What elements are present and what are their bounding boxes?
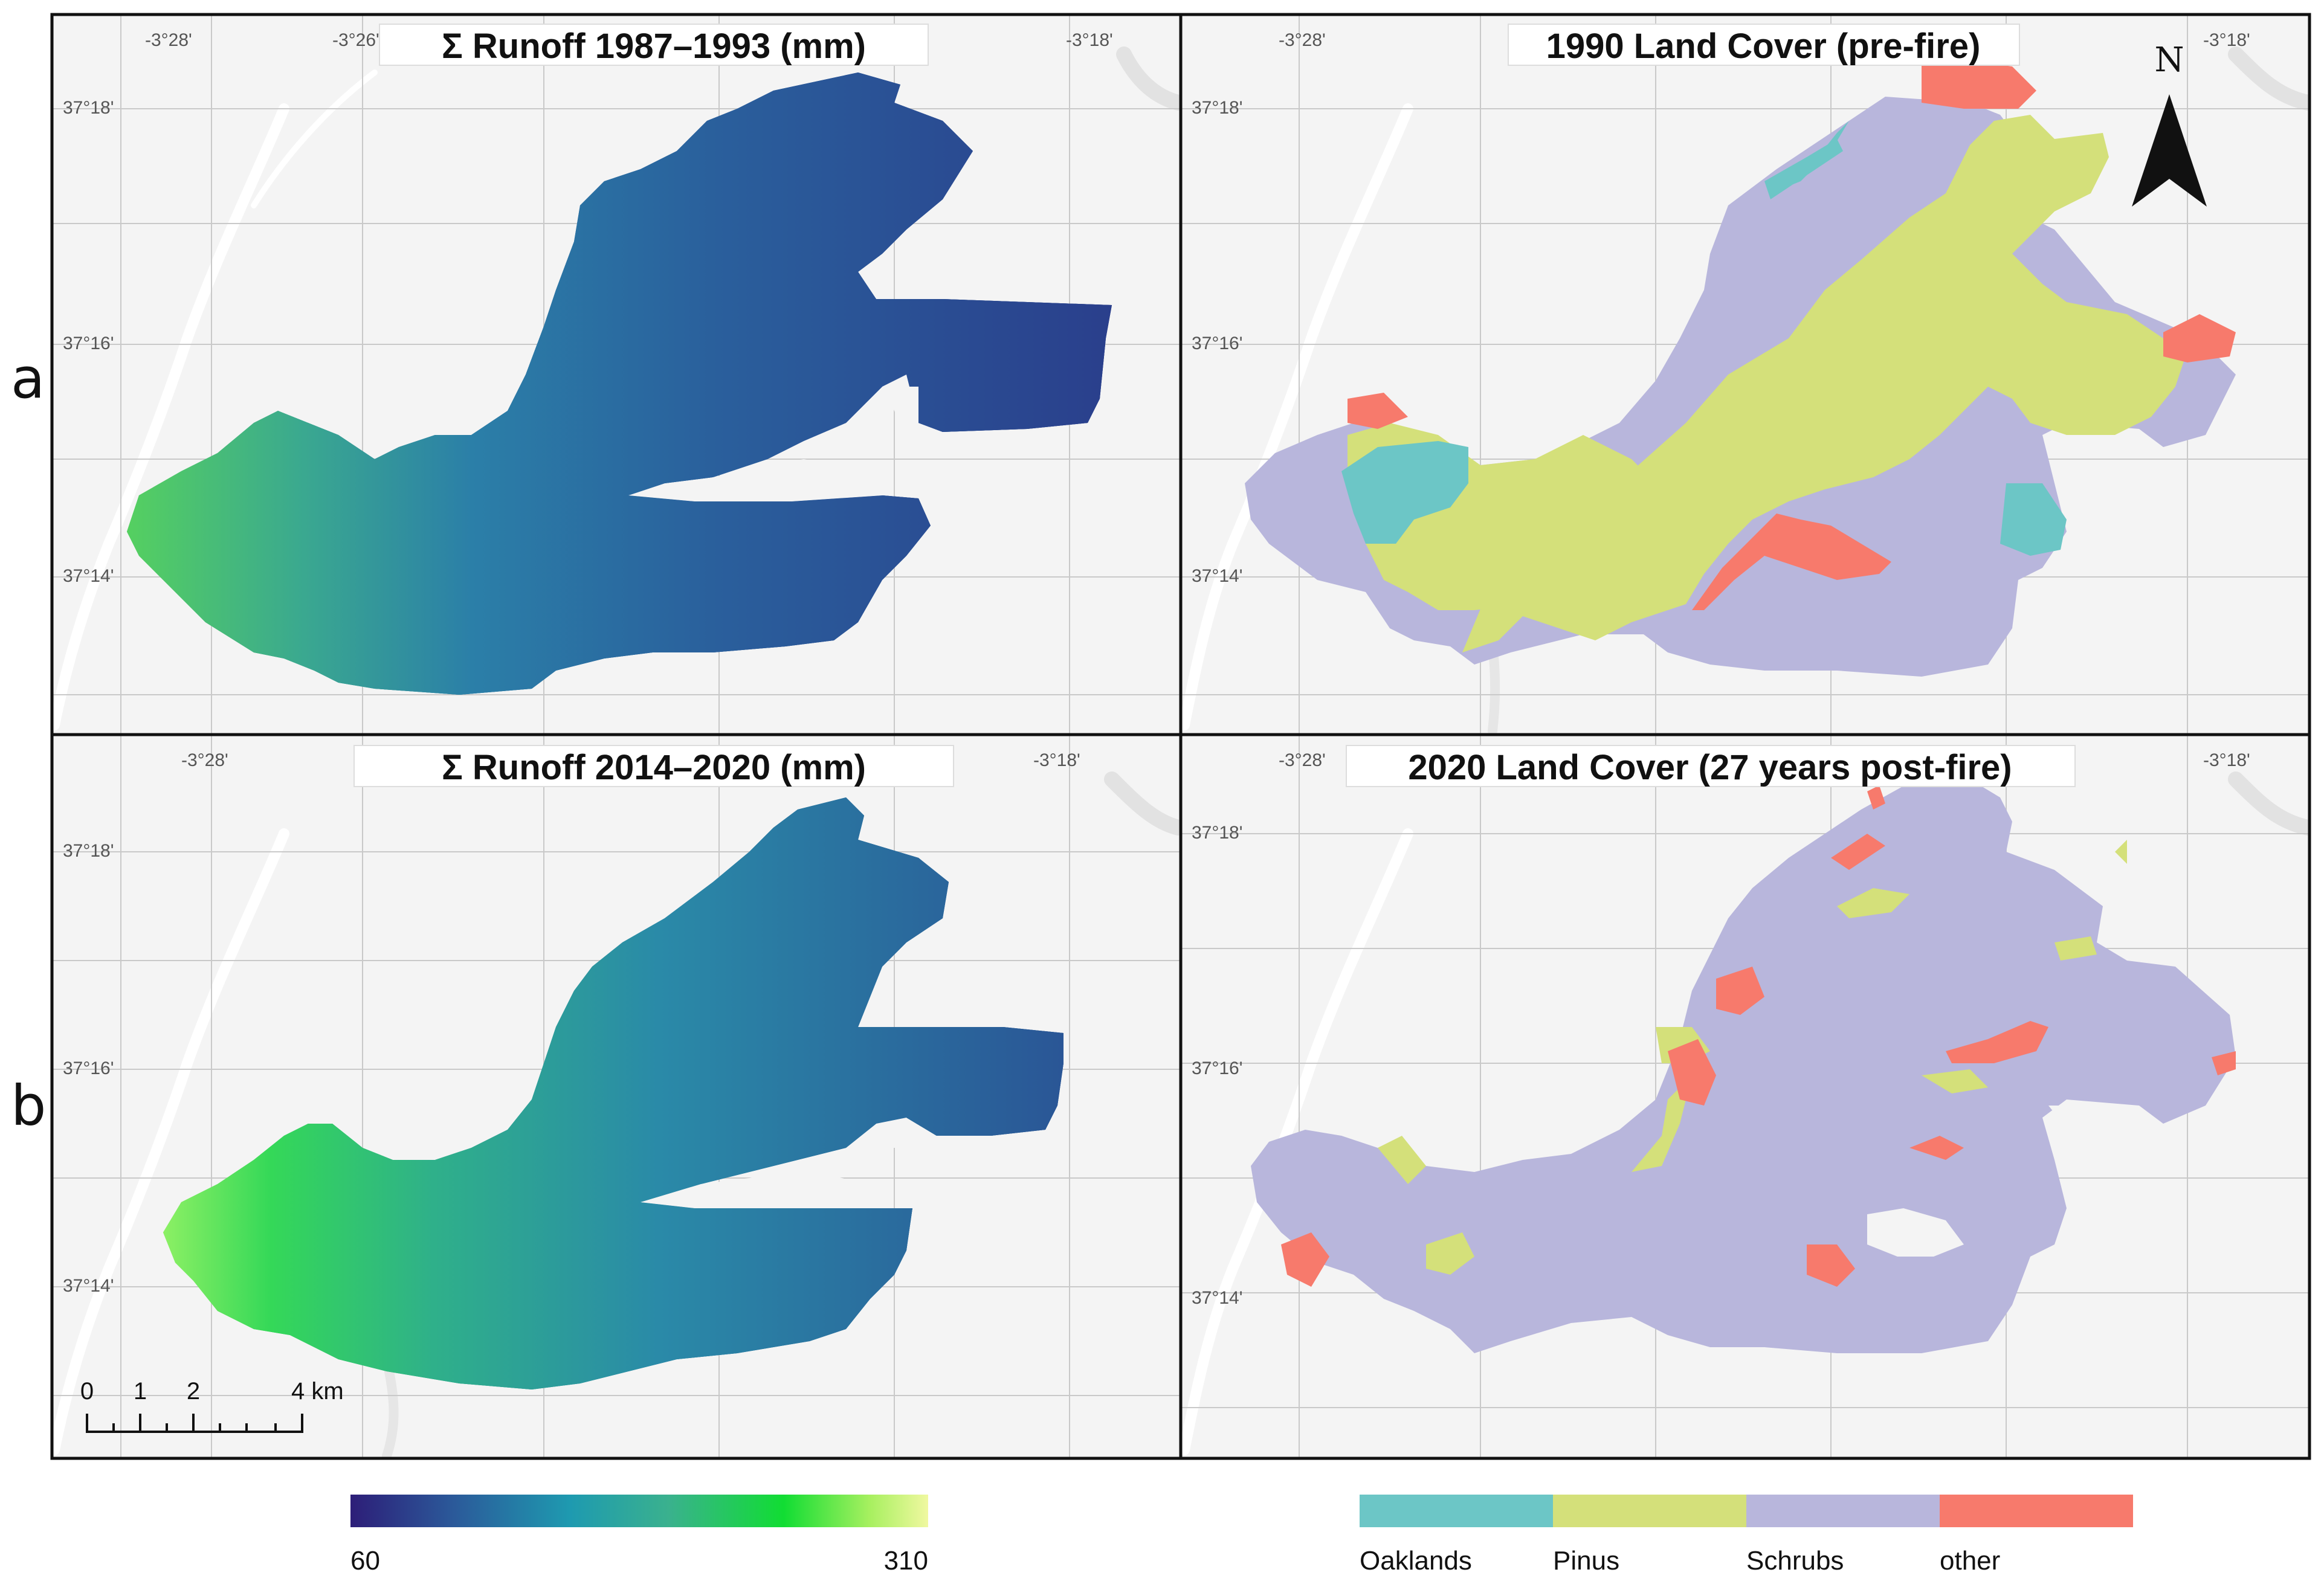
lat-label: 37°16' [63, 1058, 114, 1078]
legend-label-other: other [1940, 1546, 2000, 1576]
scale-label: 4 km [291, 1378, 344, 1405]
panel-title: Σ Runoff 2014–2020 (mm) [442, 748, 866, 787]
lat-label: 37°18' [1192, 98, 1242, 118]
lon-label: -3°28' [145, 30, 192, 50]
scale-label: 1 [134, 1378, 147, 1405]
scale-label: 2 [187, 1378, 200, 1405]
scale-label: 0 [80, 1378, 94, 1405]
title-box [1508, 24, 2020, 66]
north-arrow-icon [2169, 94, 2207, 207]
scale-bar [86, 1414, 303, 1433]
panel-runoff-1987-1993: -3°28' -3°26' -3°18' 37°18' 37°16' 37°14… [52, 14, 1181, 733]
landcover-legend: Oaklands Pinus Schrubs other [1360, 1495, 2133, 1576]
legend-label-oaklands: Oaklands [1360, 1546, 1472, 1576]
lat-label: 37°16' [1192, 1058, 1242, 1078]
basemap-roads [52, 47, 1181, 730]
panel-title: 1990 Land Cover (pre-fire) [1546, 27, 1981, 66]
title-box [379, 24, 929, 66]
lon-label: -3°18' [1033, 750, 1080, 770]
legend-label-schrubs: Schrubs [1746, 1546, 1844, 1576]
lat-label: 37°18' [63, 841, 114, 861]
north-arrow: N [2132, 40, 2207, 207]
lat-label: 37°14' [63, 566, 114, 586]
title-box [353, 745, 954, 787]
lon-label: -3°28' [1279, 750, 1326, 770]
lon-label: -3°28' [1279, 30, 1326, 50]
lat-label: 37°14' [1192, 1288, 1242, 1308]
title-box [1346, 745, 2076, 787]
legend-swatch-other [1940, 1495, 2133, 1527]
lon-label: -3°18' [2203, 750, 2250, 770]
panel-runoff-2014-2020: -3°28' -3°18' 37°18' 37°16' 37°14' Σ Run… [52, 735, 1181, 1458]
lon-label: -3°18' [1066, 30, 1113, 50]
row-label-a: a [11, 346, 45, 411]
panel-landcover-1990: N -3°28' -3°18' 37°18' 37°16' 37°14' 199… [1181, 14, 2309, 733]
lon-label: -3°18' [2203, 30, 2250, 50]
lat-label: 37°18' [63, 98, 114, 118]
panel-landcover-2020: -3°28' -3°18' 37°18' 37°16' 37°14' 2020 … [1181, 735, 2309, 1458]
lon-label: -3°26' [332, 30, 379, 50]
runoff-legend: 60 310 [350, 1495, 928, 1576]
panel-title: Σ Runoff 1987–1993 (mm) [442, 27, 866, 66]
legend-swatch-pinus [1553, 1495, 1746, 1527]
legend-label-pinus: Pinus [1553, 1546, 1619, 1576]
row-label-b: b [11, 1074, 46, 1138]
landcover-2020 [1251, 779, 2236, 1353]
lat-label: 37°14' [63, 1276, 114, 1296]
legend-swatch-schrubs [1746, 1495, 1940, 1527]
landcover-1990 [1245, 60, 2236, 677]
runoff-max-label: 310 [884, 1546, 928, 1576]
north-label: N [2155, 40, 2184, 80]
panel-frames [50, 13, 2311, 1460]
panel-title: 2020 Land Cover (27 years post-fire) [1408, 748, 2012, 787]
lon-label: -3°28' [181, 750, 228, 770]
lat-label: 37°16' [63, 333, 114, 353]
legend-swatch-oaklands [1360, 1495, 1553, 1527]
lat-label: 37°18' [1192, 823, 1242, 843]
runoff-min-label: 60 [350, 1546, 380, 1576]
runoff-colorbar [350, 1495, 928, 1527]
lat-label: 37°16' [1192, 333, 1242, 353]
lat-label: 37°14' [1192, 566, 1242, 586]
north-arrow-icon [2132, 94, 2169, 207]
